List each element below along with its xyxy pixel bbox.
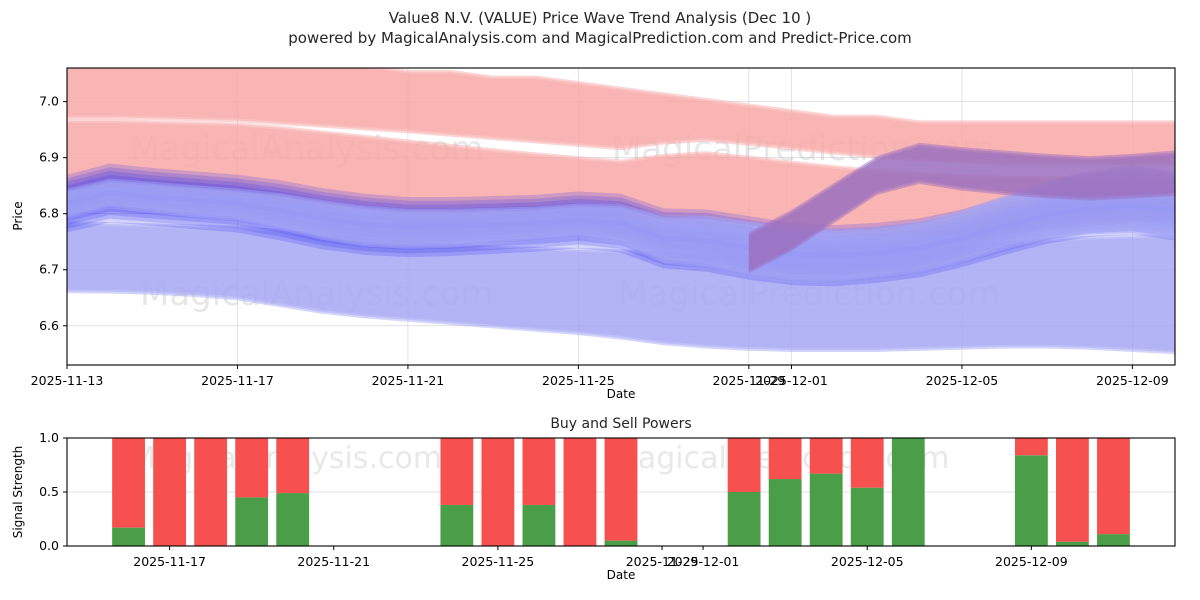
price-xtick: 2025-11-17: [201, 373, 274, 388]
price-xtick: 2025-11-29: [713, 373, 786, 388]
wave-band-1: [67, 121, 1175, 238]
signal-xtick: 2025-12-05: [831, 554, 904, 569]
wave-band-2: [67, 223, 1175, 353]
page-title: Value8 N.V. (VALUE) Price Wave Trend Ana…: [388, 9, 812, 27]
wave-band-4: [67, 166, 1175, 282]
signal-xtick: 2025-11-29: [626, 554, 699, 569]
signal-chart-title: Buy and Sell Powers: [550, 416, 691, 432]
page-subtitle: powered by MagicalAnalysis.com and Magic…: [288, 29, 912, 48]
price-ytick: 6.6: [39, 318, 59, 333]
price-xtick: 2025-11-21: [372, 373, 445, 388]
watermark-layer-main: MagicalAnalysis.com MagicalPrediction.co…: [130, 129, 1001, 314]
sell-power-bar[interactable]: [153, 438, 187, 546]
sell-power-bar[interactable]: [1055, 438, 1089, 542]
price-trend-line: [67, 190, 1175, 259]
buy-power-bar[interactable]: [850, 487, 884, 546]
buy-power-bar[interactable]: [112, 527, 145, 546]
price-ytick: 6.7: [39, 262, 59, 277]
sell-power-bar[interactable]: [235, 438, 269, 498]
price-yaxis-label: Price: [11, 201, 25, 230]
buy-power-bar[interactable]: [1055, 541, 1089, 546]
watermark-top-left: MagicalAnalysis.com: [130, 129, 484, 169]
watermark-top-right: MagicalPrediction.com: [612, 129, 995, 169]
buy-power-bar[interactable]: [604, 540, 638, 546]
signal-xtick: 2025-11-21: [297, 554, 370, 569]
wave-band-2: [67, 224, 1175, 351]
wave-band-2: [67, 221, 1175, 355]
sell-power-bar[interactable]: [727, 438, 761, 492]
price-xtick: 2025-11-13: [31, 373, 104, 388]
price-wave-bands: [67, 68, 1175, 355]
sell-power-bar[interactable]: [1014, 438, 1048, 456]
sell-power-bar[interactable]: [1097, 438, 1130, 535]
price-axis-ticks: 6.6 6.7 6.8 6.9 7.0 2025-11-13 2025-11-17 2025-…: [31, 94, 1169, 388]
price-xtick: 2025-11-25: [542, 373, 615, 388]
price-ytick: 6.9: [39, 150, 59, 165]
wave-band-5: [748, 144, 1175, 272]
buy-power-bar[interactable]: [727, 492, 761, 546]
wave-band-5: [748, 142, 1175, 274]
sell-power-bar[interactable]: [809, 438, 843, 474]
wave-band-1: [67, 119, 1175, 240]
price-gridlines: [66, 68, 1175, 365]
price-xtick: 2025-12-01: [755, 373, 828, 388]
sell-power-bar[interactable]: [481, 438, 515, 546]
buy-power-bar[interactable]: [891, 438, 925, 546]
buy-power-bar[interactable]: [1097, 534, 1130, 546]
buy-power-bar[interactable]: [1014, 455, 1048, 546]
wave-band-5: [748, 146, 1175, 270]
price-xaxis-label: Date: [607, 387, 636, 401]
signal-yaxis-label: Signal Strength: [11, 446, 25, 539]
wave-band-1: [67, 122, 1175, 237]
price-plot-border: [66, 67, 1176, 366]
watermark-mid-right: MagicalPrediction.com: [618, 274, 1001, 314]
sell-power-bar[interactable]: [194, 438, 228, 546]
price-plot-background: [67, 68, 1175, 365]
signal-ytick: 0.5: [39, 484, 59, 499]
signal-xtick: 2025-12-01: [667, 554, 740, 569]
signal-xaxis-label: Date: [607, 568, 636, 582]
buy-power-bar[interactable]: [522, 504, 556, 546]
signal-axis-ticks: 0.0 0.5 1.0 2025-11-17 2025-11-21 2025-11-25 2…: [39, 430, 1068, 569]
wave-band-0: [67, 68, 1175, 163]
signal-xtick: 2025-11-25: [462, 554, 535, 569]
chart-title-block: Value8 N.V. (VALUE) Price Wave Trend Ana…: [0, 8, 1200, 49]
price-chart-panel: MagicalAnalysis.com MagicalPrediction.co…: [11, 67, 1176, 401]
sell-power-bar[interactable]: [522, 438, 556, 505]
price-ytick: 7.0: [39, 94, 59, 109]
sell-power-bar[interactable]: [768, 438, 802, 480]
signal-chart-panel: Buy and Sell Powers MagicalAnalysis.com …: [11, 416, 1176, 582]
wave-band-0: [67, 68, 1175, 165]
watermark-mid-left: MagicalAnalysis.com: [140, 274, 494, 314]
wave-band-4: [67, 168, 1175, 280]
buy-power-bar[interactable]: [235, 497, 269, 546]
sell-power-bar[interactable]: [563, 438, 597, 546]
sell-power-bar[interactable]: [276, 438, 310, 494]
signal-xtick: 2025-12-09: [995, 554, 1068, 569]
signal-ytick: 0.0: [39, 538, 59, 553]
buy-power-bar[interactable]: [768, 479, 802, 546]
sell-power-bar[interactable]: [440, 438, 474, 505]
sell-power-bar[interactable]: [604, 438, 638, 541]
wave-band-4: [67, 165, 1175, 284]
buy-power-bar[interactable]: [440, 504, 474, 546]
buy-power-bar[interactable]: [276, 493, 310, 546]
buy-power-bar[interactable]: [809, 473, 843, 546]
price-xtick: 2025-12-09: [1096, 373, 1169, 388]
signal-xtick: 2025-11-17: [133, 554, 206, 569]
wave-band-0: [67, 68, 1175, 166]
sell-power-bar[interactable]: [850, 438, 884, 488]
price-ytick: 6.8: [39, 206, 59, 221]
signal-bars: [112, 438, 1130, 546]
sell-power-bar[interactable]: [112, 438, 145, 528]
signal-ytick: 1.0: [39, 430, 59, 445]
price-xtick: 2025-12-05: [926, 373, 999, 388]
